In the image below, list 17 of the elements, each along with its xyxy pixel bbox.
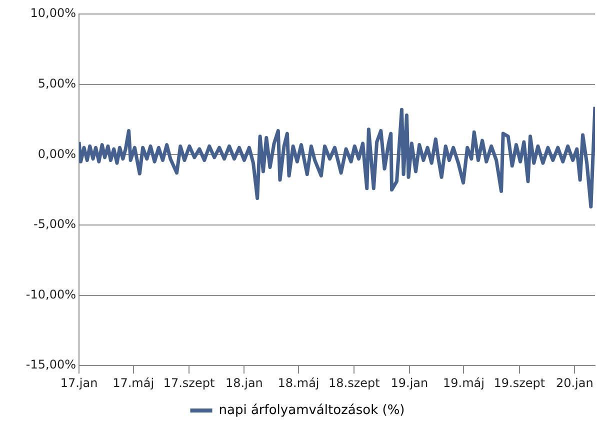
y-tick-label: -10,00% [26, 287, 76, 302]
x-tick-label: 19.szept [494, 376, 546, 390]
x-tick-label: 20.jan [556, 376, 594, 390]
y-tick-label: -5,00% [34, 217, 76, 232]
x-tick-label: 18.jan [226, 376, 263, 390]
x-tick-label: 18.szept [328, 376, 380, 390]
x-tick-label: 17.jan [60, 376, 98, 390]
y-tick-label: 10,00% [30, 6, 76, 20]
x-tick-label: 17.szept [163, 376, 215, 390]
x-tick-label: 18.máj [278, 376, 320, 390]
x-tick-label: 17.máj [112, 376, 154, 390]
legend-label: napi árfolyamváltozások (%) [218, 402, 405, 418]
x-tick-label: 19.máj [443, 376, 484, 390]
x-tick-label: 19.jan [390, 376, 428, 390]
y-tick-label: -15,00% [26, 358, 76, 372]
y-tick-label: 5,00% [38, 76, 76, 90]
y-tick-label: 0,00% [38, 146, 76, 161]
